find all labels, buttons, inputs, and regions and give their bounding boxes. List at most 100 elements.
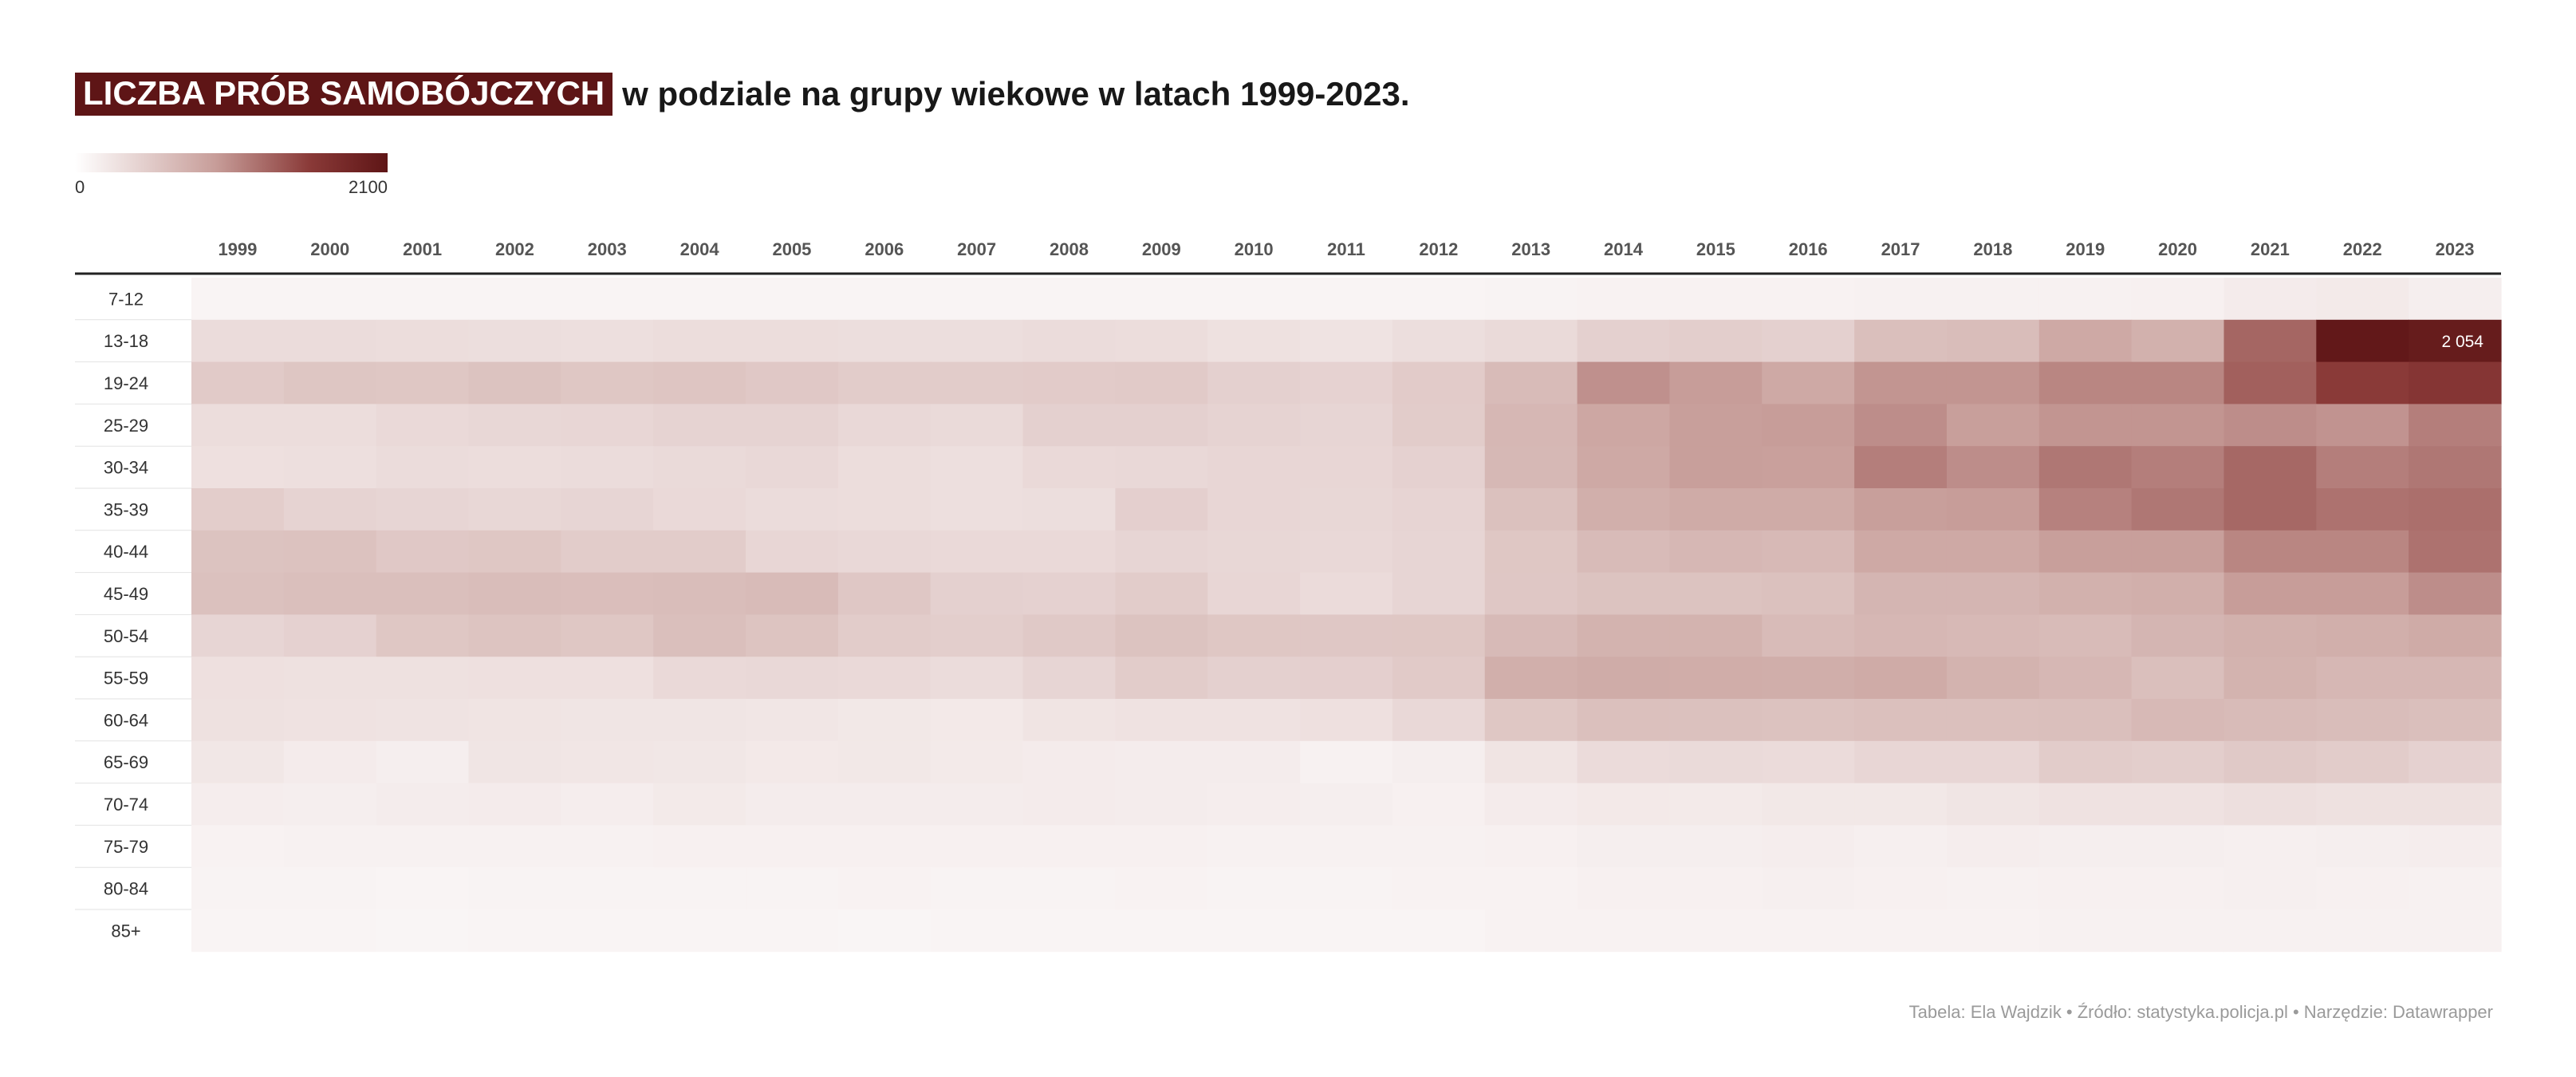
heatmap-cell — [376, 614, 470, 657]
color-legend: 0 2100 — [75, 153, 388, 197]
heatmap-cell — [2316, 867, 2409, 910]
heatmap-cell — [1207, 572, 1301, 615]
heatmap-cell — [2223, 361, 2317, 404]
heatmap-cell — [1115, 572, 1208, 615]
heatmap-cell — [2131, 614, 2225, 657]
heatmap-cell — [653, 319, 746, 362]
heatmap-cell — [1484, 572, 1578, 615]
heatmap-cell — [1022, 404, 1116, 447]
heatmap-cell — [1669, 530, 1763, 573]
heatmap-cell — [376, 825, 470, 868]
heatmap-cell — [1300, 488, 1393, 531]
heatmap-cell — [1207, 530, 1301, 573]
heatmap-cell — [1300, 867, 1393, 910]
heatmap-cell — [930, 614, 1024, 657]
heatmap-cell — [376, 319, 470, 362]
heatmap-cell — [746, 319, 839, 362]
heatmap-cell — [2038, 614, 2133, 657]
heatmap-cell — [468, 572, 561, 615]
heatmap-cell — [2409, 783, 2502, 826]
heatmap-cell — [1854, 361, 1948, 404]
heatmap-cell — [1484, 740, 1578, 783]
column-header-2018: 2018 — [1973, 239, 2012, 259]
heatmap-cell — [2038, 488, 2133, 531]
heatmap-cell — [1946, 278, 2040, 321]
heatmap-cell — [1022, 278, 1116, 321]
heatmap-cell — [1300, 909, 1393, 953]
heatmap-cell — [2223, 572, 2317, 615]
heatmap-cell — [1207, 404, 1301, 447]
heatmap-cell — [930, 530, 1024, 573]
heatmap-cell — [1392, 319, 1486, 362]
heatmap-cell — [1669, 783, 1763, 826]
heatmap-cell — [1207, 657, 1301, 700]
column-header-2013: 2013 — [1511, 239, 1550, 259]
heatmap-cell — [1392, 783, 1486, 826]
heatmap-cell — [283, 572, 377, 615]
heatmap-cell — [2038, 699, 2133, 742]
heatmap-cell — [468, 404, 561, 447]
heatmap-cell — [1115, 361, 1208, 404]
column-header-2008: 2008 — [1050, 239, 1089, 259]
heatmap-cell — [561, 319, 654, 362]
heatmap-cell — [653, 783, 746, 826]
heatmap-cell — [837, 614, 932, 657]
heatmap-cell — [1577, 740, 1671, 783]
heatmap-cell — [191, 488, 285, 531]
heatmap-cell — [283, 783, 377, 826]
heatmap-cell — [468, 614, 561, 657]
heatmap-cell — [2223, 319, 2317, 362]
heatmap-cell — [1022, 530, 1116, 573]
heatmap-cell — [1207, 783, 1301, 826]
heatmap-cell — [191, 657, 285, 700]
heatmap-cell — [376, 530, 470, 573]
heatmap-cell — [1577, 614, 1671, 657]
heatmap-cell — [1854, 825, 1948, 868]
heatmap-cell — [930, 319, 1024, 362]
column-header-2010: 2010 — [1235, 239, 1274, 259]
heatmap-cell — [1115, 614, 1208, 657]
heatmap-cell — [191, 699, 285, 742]
heatmap-cell — [1762, 614, 1855, 657]
heatmap-cell — [1577, 446, 1671, 489]
heatmap-cell — [1207, 825, 1301, 868]
heatmap-cell — [1484, 699, 1578, 742]
heatmap-cell — [191, 867, 285, 910]
heatmap-cell — [376, 361, 470, 404]
heatmap-cell — [283, 488, 377, 531]
heatmap-cell — [1392, 446, 1486, 489]
heatmap-cell — [1669, 488, 1763, 531]
heatmap-cell — [2038, 657, 2133, 700]
heatmap-cell — [2409, 446, 2502, 489]
heatmap-cell — [837, 657, 932, 700]
heatmap-cell — [1946, 488, 2040, 531]
row-label-80-84: 80-84 — [104, 879, 148, 899]
heatmap-cell — [1577, 867, 1671, 910]
heatmap-cell — [1022, 825, 1116, 868]
heatmap-cell — [376, 783, 470, 826]
heatmap-cell — [561, 867, 654, 910]
heatmap-cell — [191, 530, 285, 573]
heatmap-cell — [653, 404, 746, 447]
heatmap-cell — [746, 614, 839, 657]
heatmap-cell — [653, 361, 746, 404]
heatmap-cell — [837, 361, 932, 404]
heatmap-cell — [1115, 699, 1208, 742]
heatmap-cell — [283, 319, 377, 362]
heatmap-cell — [1946, 614, 2040, 657]
heatmap-cell — [653, 278, 746, 321]
heatmap-cell — [1762, 319, 1855, 362]
heatmap-cell — [561, 783, 654, 826]
heatmap-cell — [746, 909, 839, 953]
heatmap-cell — [2038, 319, 2133, 362]
heatmap-cell — [1207, 278, 1301, 321]
heatmap-cell — [1392, 572, 1486, 615]
heatmap-cell — [1207, 319, 1301, 362]
heatmap-cell — [653, 699, 746, 742]
heatmap-cell — [1392, 909, 1486, 953]
heatmap-cell — [930, 740, 1024, 783]
heatmap-cell — [1854, 319, 1948, 362]
heatmap-cell — [1854, 783, 1948, 826]
column-header-1999: 1999 — [218, 239, 257, 259]
heatmap-cell — [2131, 783, 2225, 826]
